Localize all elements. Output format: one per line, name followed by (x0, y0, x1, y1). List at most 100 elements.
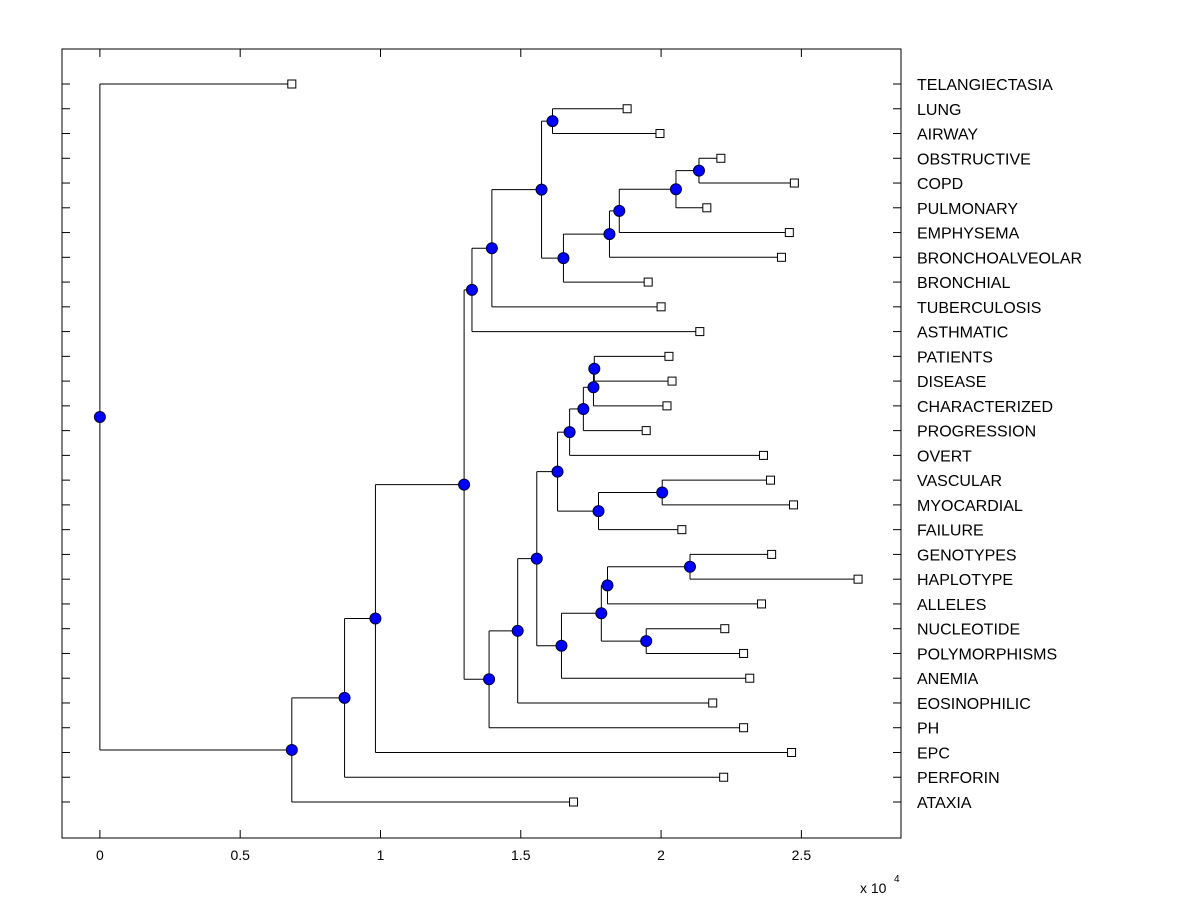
internal-node-marker (555, 639, 568, 652)
leaf-marker (677, 525, 687, 535)
leaf-label-perforin: PERFORIN (917, 770, 1000, 787)
internal-node-marker (640, 635, 653, 648)
leaf-label-nucleotide: NUCLEOTIDE (917, 622, 1020, 639)
leaf-marker (569, 797, 579, 807)
x-tick-label: 2 (657, 847, 665, 863)
internal-node-marker (588, 362, 601, 375)
axes-box (61, 48, 902, 839)
leaf-label-genotypes: GENOTYPES (917, 547, 1017, 564)
x-tick-label: 1 (377, 847, 385, 863)
x-tick-label: 0 (96, 847, 104, 863)
leaf-label-copd: COPD (917, 176, 963, 193)
internal-node-marker (683, 560, 696, 573)
leaf-marker (759, 450, 769, 460)
leaf-marker (745, 673, 755, 683)
leaf-label-bronchial: BRONCHIAL (917, 275, 1010, 292)
leaf-marker (708, 698, 718, 708)
internal-node-marker (530, 552, 543, 565)
internal-node-marker (595, 607, 608, 620)
internal-node-marker (587, 381, 600, 394)
leaf-label-disease: DISEASE (917, 374, 986, 391)
leaf-label-eosinophilic: EOSINOPHILIC (917, 696, 1031, 713)
internal-node-marker (577, 402, 590, 415)
leaf-label-characterized: CHARACTERIZED (917, 399, 1053, 416)
leaf-label-failure: FAILURE (917, 523, 984, 540)
plot-background (62, 49, 901, 838)
leaf-marker (702, 203, 712, 213)
internal-node-marker (592, 505, 605, 518)
internal-node-marker (369, 612, 382, 625)
leaf-marker (641, 426, 651, 436)
internal-node-marker (601, 579, 614, 592)
internal-node-marker (546, 115, 559, 128)
leaf-marker (789, 178, 799, 188)
y-axis-ticks (62, 83, 901, 803)
leaf-label-haplotype: HAPLOTYPE (917, 572, 1013, 589)
leaf-label-overt: OVERT (917, 448, 972, 465)
leaf-marker (757, 599, 767, 609)
leaf-marker (287, 79, 297, 89)
leaf-marker (716, 153, 726, 163)
leaf-marker (667, 376, 677, 386)
leaf-labels: TELANGIECTASIA LUNG AIRWAY OBSTRUCTIVE COPD P… (917, 77, 1082, 812)
x-axis-ticks (99, 49, 802, 838)
leaf-marker (622, 104, 632, 114)
leaf-marker (776, 252, 786, 262)
x-tick-label: 2.5 (792, 847, 812, 863)
internal-node-marker (285, 743, 298, 756)
leaf-label-polymorphisms: POLYMORPHISMS (917, 646, 1057, 663)
leaf-label-myocardial: MYOCARDIAL (917, 498, 1023, 515)
leaf-marker (739, 648, 749, 658)
leaf-label-anemia: ANEMIA (917, 671, 979, 688)
leaf-marker (656, 302, 666, 312)
leaf-marker (767, 549, 777, 559)
leaf-marker (719, 772, 729, 782)
leaf-marker (655, 129, 665, 139)
leaf-marker (664, 351, 674, 361)
internal-node-marker (613, 204, 626, 217)
leaf-label-lung: LUNG (917, 102, 961, 119)
leaf-marker (720, 624, 730, 634)
internal-node-marker (656, 486, 669, 499)
leaf-label-ph: PH (917, 721, 939, 738)
leaf-label-asthmatic: ASTHMATIC (917, 325, 1008, 342)
internal-node-marker (563, 426, 576, 439)
x-tick-label: 1.5 (511, 847, 531, 863)
axes-frame (61, 48, 902, 839)
leaf-label-emphysema: EMPHYSEMA (917, 226, 1020, 243)
leaf-marker (784, 228, 794, 238)
leaf-label-alleles: ALLELES (917, 597, 986, 614)
x-multiplier-exponent: 4 (894, 874, 900, 885)
internal-node-marker (511, 624, 524, 637)
leaf-marker (789, 500, 799, 510)
leaf-label-bronchoalveolar: BRONCHOALVEOLAR (917, 250, 1082, 267)
x-tick-labels: 0 0.5 1 1.5 2 2.5 (96, 847, 811, 863)
internal-node-marker (669, 183, 682, 196)
internal-node-markers (93, 115, 705, 756)
leaf-label-tuberculosis: TUBERCULOSIS (917, 300, 1041, 317)
internal-node-marker (603, 228, 616, 241)
internal-node-marker (485, 242, 498, 255)
leaf-marker (739, 723, 749, 733)
leaf-markers (287, 79, 863, 807)
x-tick-label: 0.5 (230, 847, 250, 863)
internal-node-marker (338, 691, 351, 704)
leaf-label-pulmonary: PULMONARY (917, 201, 1018, 218)
internal-node-marker (93, 410, 106, 423)
leaf-label-epc: EPC (917, 745, 950, 762)
leaf-label-patients: PATIENTS (917, 349, 993, 366)
leaf-marker (787, 747, 797, 757)
x-multiplier-label: x 10 (860, 880, 887, 896)
internal-node-marker (483, 673, 496, 686)
leaf-label-vascular: VASCULAR (917, 473, 1002, 490)
internal-node-marker (551, 465, 564, 478)
leaf-marker (695, 327, 705, 337)
internal-node-marker (692, 164, 705, 177)
leaf-label-airway: AIRWAY (917, 127, 978, 144)
leaf-marker (853, 574, 863, 584)
leaf-label-ataxia: ATAXIA (917, 795, 972, 812)
leaf-label-obstructive: OBSTRUCTIVE (917, 151, 1031, 168)
leaf-marker (766, 475, 776, 485)
leaf-label-telangiectasia: TELANGIECTASIA (917, 77, 1053, 94)
